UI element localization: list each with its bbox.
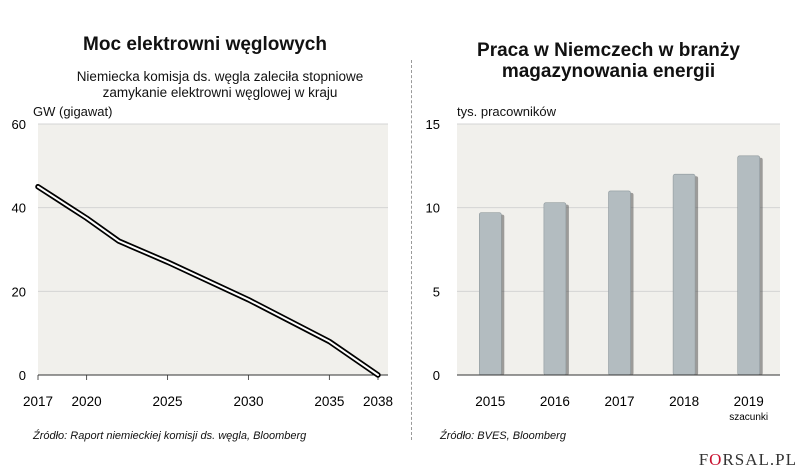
left-chart-title: Moc elektrowni węglowych xyxy=(83,34,327,55)
panel-divider xyxy=(411,60,412,440)
bar-chart-y-tick-label: 5 xyxy=(433,284,440,299)
bar-2018 xyxy=(672,173,696,376)
bar-chart-y-tick-label: 15 xyxy=(426,117,440,132)
right-chart-unit-label: tys. pracowników xyxy=(457,104,556,119)
bar-2016 xyxy=(543,202,567,376)
left-chart-panel: Moc elektrowni węglowych Niemiecka komis… xyxy=(12,34,393,442)
line-chart-x-tick-label: 2025 xyxy=(153,394,183,409)
left-chart-subtitle-line1: Niemiecka komisja ds. węgla zaleciła sto… xyxy=(76,69,364,84)
bar-chart-y-tick-label: 10 xyxy=(426,201,440,216)
line-chart-x-tick-label: 2035 xyxy=(314,394,344,409)
right-chart-title-line2: magazynowania energii xyxy=(501,61,716,82)
bar-chart-category-note: szacunki xyxy=(729,412,768,420)
bar-chart-y-tick-label: 0 xyxy=(433,368,440,383)
line-chart-y-tick-label: 20 xyxy=(12,284,26,299)
logo-part1: F xyxy=(698,450,710,469)
bar-chart-x-tick-label: 2016 xyxy=(540,394,570,409)
right-chart-title-line1: Praca w Niemczech w branży xyxy=(477,40,740,61)
line-chart: 0 20 40 60 2017 2020 2025 2030 2035 2038 xyxy=(12,117,393,409)
line-chart-plot-area xyxy=(38,124,388,375)
bar-chart-x-tick-label: 2015 xyxy=(475,394,505,409)
line-chart-y-tick-label: 40 xyxy=(12,201,26,216)
left-chart-unit-label: GW (gigawat) xyxy=(33,104,113,119)
line-chart-x-tick-label: 2017 xyxy=(23,394,53,409)
logo-part2: O xyxy=(709,450,723,469)
logo-part3: RSAL xyxy=(722,450,770,469)
bar-chart-x-tick-label: 2018 xyxy=(669,394,699,409)
bar-2015 xyxy=(479,212,502,376)
bar-chart-x-tick-label: 2019 xyxy=(734,394,764,409)
line-chart-y-tick-label: 0 xyxy=(19,368,26,383)
right-chart-panel: Praca w Niemczech w branży magazynowania… xyxy=(412,0,805,476)
bar-chart: 0 5 10 15 2015 2016 2017 2018 2019 szacunki xyxy=(426,117,780,420)
line-chart-x-tick-label: 2020 xyxy=(72,394,102,409)
bar-2017 xyxy=(608,190,631,376)
logo-part4: .PL xyxy=(769,450,797,469)
line-chart-series-line xyxy=(37,185,379,376)
left-chart-subtitle-line2: zamykanie elektrowni węglowej w kraju xyxy=(102,85,338,100)
right-chart-source: Źródło: BVES, Bloomberg xyxy=(440,430,566,442)
line-chart-y-tick-label: 60 xyxy=(12,117,26,132)
bar-chart-x-tick-label: 2017 xyxy=(604,394,634,409)
line-chart-x-tick-label: 2030 xyxy=(233,394,263,409)
left-chart-source: Źródło: Raport niemieckiej komisji ds. w… xyxy=(33,430,307,442)
line-chart-x-tick-label: 2038 xyxy=(363,394,393,409)
bar-2019 xyxy=(737,155,761,376)
forsal-logo: FORSAL.PL xyxy=(699,450,797,470)
